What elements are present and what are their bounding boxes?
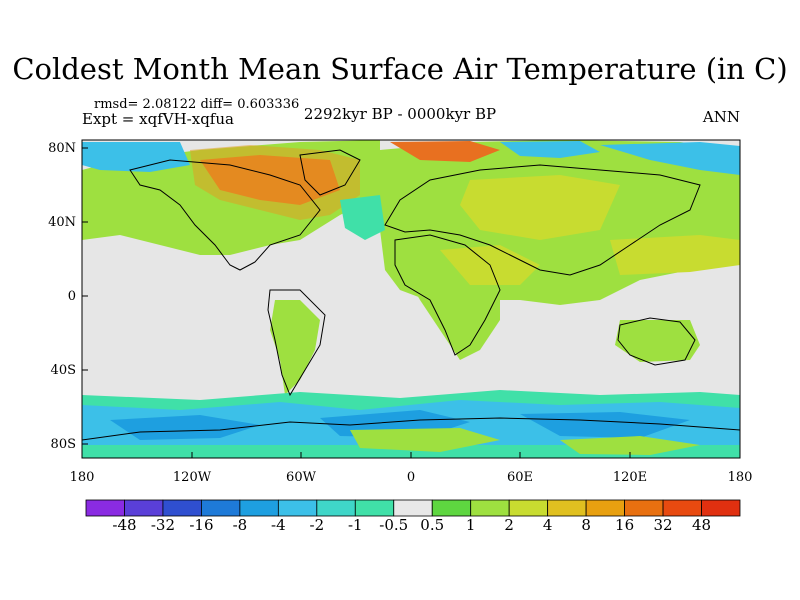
colorbar-label: 0.5 [420, 516, 445, 534]
season-label: ANN [702, 108, 740, 126]
colorbar-swatch [508, 499, 549, 517]
colorbar-label: -8 [232, 516, 248, 534]
colorbar-label: 16 [615, 516, 635, 534]
colorbar [85, 499, 741, 517]
colorbar-label: 32 [653, 516, 673, 534]
colorbar-swatch [547, 499, 587, 517]
africa-warm-region [400, 262, 500, 360]
colorbar-label: -2 [309, 516, 325, 534]
antarctica-warm-patch-1 [350, 428, 500, 452]
lon-label-180e: 180 [727, 470, 753, 485]
antarctica-strong-3 [520, 412, 690, 438]
coastlines [82, 149, 740, 441]
coast-africa [394, 234, 501, 356]
coast-australia [617, 317, 696, 366]
colorbar-swatch [316, 499, 356, 517]
coast-south-america [267, 289, 326, 397]
rmsd-stat: rmsd= 2.08122 [94, 97, 197, 112]
colorbar-label: -4 [271, 516, 286, 534]
coast-north-america [129, 159, 321, 271]
arctic-cold-2 [500, 141, 600, 158]
colorbar-label: 2 [504, 516, 514, 534]
colorbar-swatch [393, 499, 433, 517]
colorbar-label: 4 [542, 516, 553, 534]
north-pacific-warm [610, 235, 740, 275]
colorbar-label: 1 [465, 516, 476, 534]
arctic-cold-1 [82, 142, 190, 172]
chart-title: Coldest Month Mean Surface Air Temperatu… [12, 52, 788, 86]
arctic-eurasia-hot [390, 141, 500, 162]
colorbar-label: 48 [691, 516, 712, 534]
colorbar-swatch [470, 499, 510, 517]
stats-line: rmsd= 2.08122 diff= 0.603336 [94, 97, 299, 112]
colorbar-swatch [277, 499, 318, 517]
diff-stat: diff= 0.603336 [200, 97, 300, 112]
lon-label-180w: 180 [69, 470, 95, 485]
arctic-cold-3 [600, 142, 740, 175]
lon-label-60e: 60E [506, 470, 534, 485]
antarctica-strong-1 [110, 415, 260, 440]
antarctica-warm-patch-2 [560, 436, 700, 455]
australia-warm-region [615, 320, 700, 362]
colorbar-swatch [201, 499, 241, 517]
lat-label-80n: 80N [48, 141, 76, 156]
colorbar-label: -0.5 [379, 516, 409, 534]
colorbar-label: -16 [189, 516, 214, 534]
coast-antarctica [82, 417, 740, 441]
experiment-label: Expt = xqfVH-xqfua [82, 110, 234, 128]
lon-label-60w: 60W [286, 470, 316, 485]
colorbar-swatch [662, 499, 702, 517]
colorbar-swatch [354, 499, 395, 517]
north-atlantic-cold [340, 195, 385, 240]
lat-label-0: 0 [67, 289, 76, 304]
colorbar-swatch [239, 499, 279, 517]
eurasia-mid-warm [460, 175, 620, 240]
colorbar-label: -1 [347, 516, 363, 534]
north-america-strong [190, 145, 360, 220]
lon-label-120w: 120W [172, 470, 212, 485]
colorbar-label: -32 [150, 516, 176, 534]
coast-greenland [299, 149, 361, 196]
lon-label-120e: 120E [612, 470, 648, 485]
colorbar-swatch [162, 499, 202, 517]
lat-label-40s: 40S [50, 363, 76, 378]
south-america-warm-region [270, 300, 320, 395]
colorbar-swatch [124, 499, 164, 517]
lat-label-40n: 40N [48, 215, 76, 230]
colorbar-swatch [85, 499, 125, 517]
lat-label-80s: 80S [50, 437, 76, 452]
coast-eurasia [384, 164, 701, 276]
colorbar-swatch [431, 499, 472, 517]
lon-label-0: 0 [406, 470, 416, 485]
axis-ticks [81, 147, 741, 458]
colorbar-label: 8 [581, 516, 591, 534]
colorbar-label: -48 [112, 516, 137, 534]
period-label: 2292kyr BP - 0000kyr BP [303, 105, 497, 123]
colorbar-swatch [585, 499, 625, 517]
colorbar-swatch [701, 499, 741, 517]
colorbar-swatch [624, 499, 664, 517]
